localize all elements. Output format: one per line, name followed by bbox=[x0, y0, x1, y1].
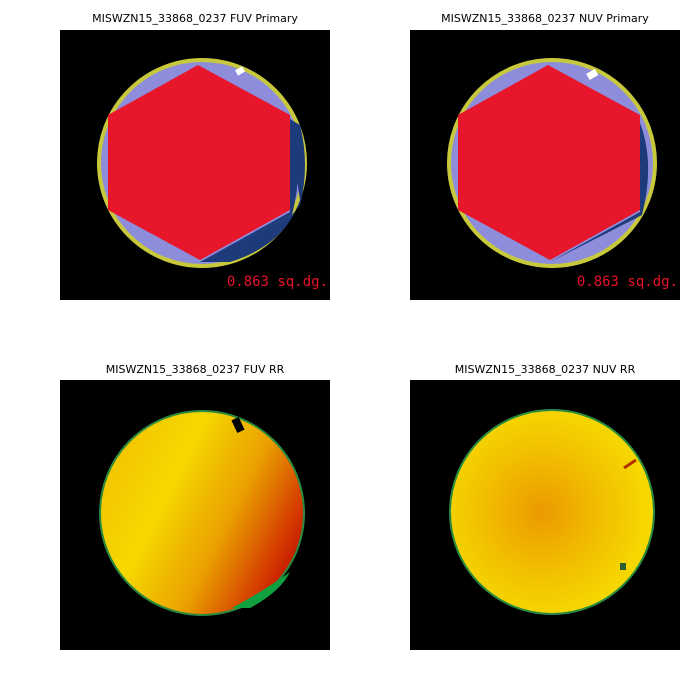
area-label: 0.863 sq.dg. bbox=[227, 274, 328, 290]
notch bbox=[235, 66, 245, 76]
panel: MISWZN15_33868_0237 FUV RR bbox=[60, 363, 330, 650]
panel: MISWZN15_33868_0237 NUV RR bbox=[410, 363, 680, 650]
panel: MISWZN15_33868_0237 FUV Primary 0.863 sq… bbox=[60, 12, 330, 300]
artifact bbox=[623, 458, 637, 470]
panel-title: MISWZN15_33868_0237 NUV RR bbox=[455, 363, 636, 376]
relative-response bbox=[449, 409, 655, 615]
relative-response bbox=[99, 410, 305, 616]
primary-region bbox=[108, 65, 290, 260]
notch bbox=[231, 416, 245, 434]
artifact bbox=[620, 563, 626, 570]
panel: MISWZN15_33868_0237 NUV Primary 0.863 sq… bbox=[410, 12, 680, 300]
panel-title: MISWZN15_33868_0237 FUV Primary bbox=[92, 12, 298, 25]
panel-title: MISWZN15_33868_0237 NUV Primary bbox=[441, 12, 649, 25]
area-label: 0.863 sq.dg. bbox=[577, 274, 678, 290]
hotspot bbox=[586, 68, 599, 80]
primary-region bbox=[458, 65, 640, 260]
panel-title: MISWZN15_33868_0237 FUV RR bbox=[106, 363, 285, 376]
edge-region bbox=[232, 572, 290, 608]
overlap-region bbox=[200, 118, 305, 262]
